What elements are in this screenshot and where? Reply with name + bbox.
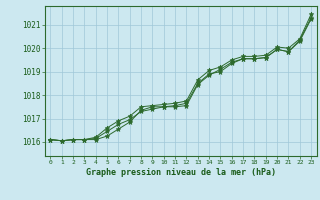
X-axis label: Graphe pression niveau de la mer (hPa): Graphe pression niveau de la mer (hPa) <box>86 168 276 177</box>
